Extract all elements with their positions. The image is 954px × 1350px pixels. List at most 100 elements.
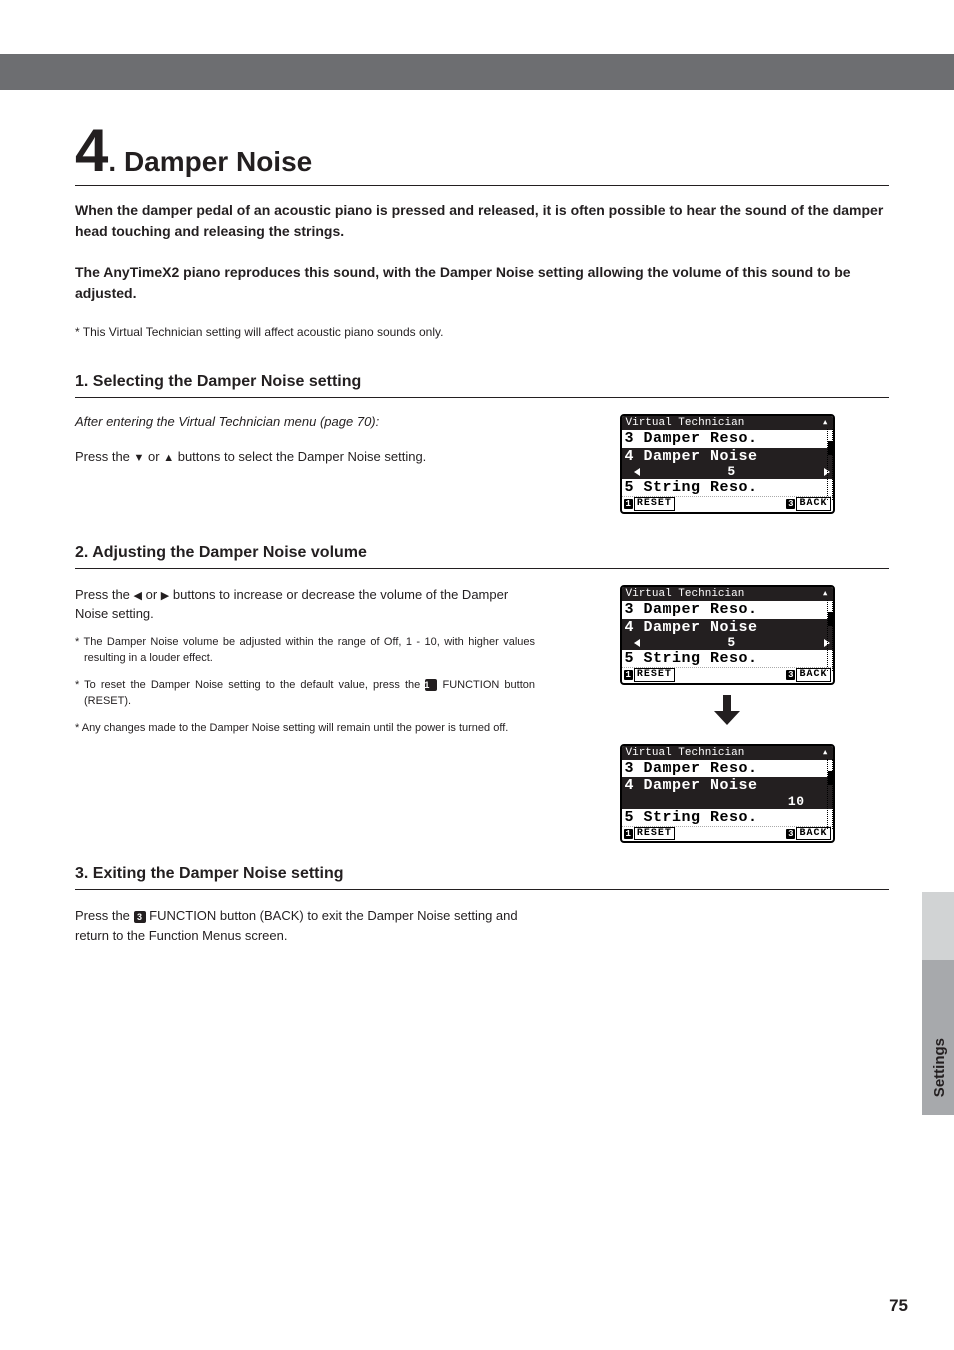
s2-note1: * The Damper Noise volume be adjusted wi…: [75, 634, 535, 667]
subsection-2-title: 2. Adjusting the Damper Noise volume: [75, 544, 889, 569]
up-arrow-icon: ▲: [163, 452, 174, 464]
lcd2-reset-num: 1: [624, 670, 633, 680]
lcd-2-header: Virtual Technician ▴: [622, 587, 833, 602]
lcd-3-val: 10: [622, 795, 833, 809]
lcd-screenshot-2: Virtual Technician ▴ 3 Damper Reso. 4 Dam…: [620, 585, 835, 685]
lcd-2-scroll-up: ▴: [822, 588, 829, 601]
lcd2-back-num: 3: [786, 670, 795, 680]
s2-l1-pre: Press the: [75, 587, 134, 602]
lcd-2-footer: 1RESET 3BACK: [622, 667, 833, 683]
s2-n2-pre: * To reset the Damper Noise setting to t…: [75, 679, 425, 691]
lcd-2-row4: 4 Damper Noise: [622, 619, 833, 636]
lcd-1-value: 5: [727, 465, 735, 479]
section-title: . Damper Noise: [108, 146, 312, 177]
lcd-2-row5: 5 String Reso.: [622, 650, 833, 667]
page-number: 75: [889, 1296, 908, 1316]
section-1-cols: After entering the Virtual Technician me…: [75, 414, 889, 514]
lcd3-back-txt: BACK: [796, 827, 830, 841]
lcd-2-back: 3BACK: [786, 668, 830, 682]
section-1-text: After entering the Virtual Technician me…: [75, 414, 535, 514]
subsection-1-title: 1. Selecting the Damper Noise setting: [75, 373, 889, 398]
lcd2-reset-txt: RESET: [634, 668, 675, 682]
lcd-3-scroll-up: ▴: [822, 747, 829, 760]
lcd-left-icon: [634, 468, 640, 476]
lcd-2: Virtual Technician ▴ 3 Damper Reso. 4 Dam…: [620, 585, 835, 685]
intro-para-2: The AnyTimeX2 piano reproduces this soun…: [75, 262, 889, 304]
lcd-2-reset: 1RESET: [624, 668, 675, 682]
lcd-2-scrollbar: [827, 600, 833, 671]
lcd-1-scrollbar: [827, 429, 833, 500]
section-1-lcd: Virtual Technician ▴ 3 Damper Reso. 4 Dam…: [565, 414, 889, 514]
lcd-2-val: 5: [622, 636, 833, 650]
lcd-3-scrollbar: [827, 759, 833, 830]
header-grey-bar: [0, 54, 954, 90]
section-2-lcd: Virtual Technician ▴ 3 Damper Reso. 4 Dam…: [565, 585, 889, 844]
s1-line2: Press the ▼ or ▲ buttons to select the D…: [75, 447, 535, 467]
s1-l2-post: buttons to select the Damper Noise setti…: [174, 449, 426, 464]
lcd-1-header: Virtual Technician ▴: [622, 416, 833, 431]
left-arrow-icon: ◀: [134, 590, 142, 602]
lcd-1: Virtual Technician ▴ 3 Damper Reso. 4 Dam…: [620, 414, 835, 514]
lcd-3: Virtual Technician ▴ 3 Damper Reso. 4 Dam…: [620, 744, 835, 844]
lcd-2-value: 5: [727, 636, 735, 650]
lcd-3-row5: 5 String Reso.: [622, 809, 833, 826]
down-arrow-icon: ▼: [134, 452, 145, 464]
lcd-3-title: Virtual Technician: [626, 747, 745, 760]
section-2-cols: Press the ◀ or ▶ buttons to increase or …: [75, 585, 889, 844]
lcd2-left-icon: [634, 639, 640, 647]
s3-line1: Press the 3 FUNCTION button (BACK) to ex…: [75, 906, 535, 945]
section-2-text: Press the ◀ or ▶ buttons to increase or …: [75, 585, 535, 844]
lcd3-back-num: 3: [786, 829, 795, 839]
lcd-reset-num: 1: [624, 499, 633, 509]
intro-footnote: * This Virtual Technician setting will a…: [75, 324, 889, 341]
lcd-1-val: 5: [622, 465, 833, 479]
lcd-3-footer: 1RESET 3BACK: [622, 826, 833, 842]
s3-l1-pre: Press the: [75, 908, 134, 923]
subsection-3-title: 3. Exiting the Damper Noise setting: [75, 865, 889, 890]
lcd-2-title: Virtual Technician: [626, 588, 745, 601]
function-1-icon: 1: [425, 679, 437, 691]
section-3-text: Press the 3 FUNCTION button (BACK) to ex…: [75, 906, 535, 955]
lcd-1-footer: 1RESET 3BACK: [622, 496, 833, 512]
page-content: 4. Damper Noise When the damper pedal of…: [0, 90, 954, 955]
intro-para-1: When the damper pedal of an acoustic pia…: [75, 200, 889, 242]
s2-line1: Press the ◀ or ▶ buttons to increase or …: [75, 585, 535, 624]
lcd-1-row4: 4 Damper Noise: [622, 448, 833, 465]
s2-note2: * To reset the Damper Noise setting to t…: [75, 677, 535, 710]
right-arrow-icon: ▶: [161, 590, 169, 602]
lcd-3-row4: 4 Damper Noise: [622, 777, 833, 794]
lcd3-reset-num: 1: [624, 829, 633, 839]
lcd-2-row3: 3 Damper Reso.: [622, 601, 833, 618]
lcd-3-reset: 1RESET: [624, 827, 675, 841]
lcd-3-value: 10: [788, 795, 805, 809]
lcd-screenshot-1: Virtual Technician ▴ 3 Damper Reso. 4 Dam…: [620, 414, 835, 514]
lcd-back-num: 3: [786, 499, 795, 509]
lcd-2-thumb: [828, 612, 834, 626]
lcd-3-row3: 3 Damper Reso.: [622, 760, 833, 777]
lcd-1-scroll-up: ▴: [822, 417, 829, 430]
header-band: [0, 0, 954, 90]
s2-l1-mid: or: [142, 587, 161, 602]
lcd2-back-txt: BACK: [796, 668, 830, 682]
s1-l2-mid: or: [144, 449, 163, 464]
side-tab-label: Settings: [931, 1038, 948, 1097]
lcd-1-row3: 3 Damper Reso.: [622, 430, 833, 447]
s2-note3: * Any changes made to the Damper Noise s…: [75, 720, 535, 737]
lcd-3-back: 3BACK: [786, 827, 830, 841]
lcd-3-thumb: [828, 771, 834, 785]
function-3-icon: 3: [134, 911, 146, 923]
lcd-1-back: 3BACK: [786, 497, 830, 511]
lcd3-reset-txt: RESET: [634, 827, 675, 841]
lcd-reset-txt: RESET: [634, 497, 675, 511]
s1-line1: After entering the Virtual Technician me…: [75, 414, 535, 429]
lcd-back-txt: BACK: [796, 497, 830, 511]
section-title-text: Damper Noise: [124, 146, 312, 177]
lcd-1-title: Virtual Technician: [626, 417, 745, 430]
lcd-screenshot-3: Virtual Technician ▴ 3 Damper Reso. 4 Dam…: [620, 744, 835, 844]
page-title: 4. Damper Noise: [75, 116, 889, 186]
lcd-1-row5: 5 String Reso.: [622, 479, 833, 496]
section-number: 4: [75, 117, 108, 184]
s1-l2-pre: Press the: [75, 449, 134, 464]
lcd-3-header: Virtual Technician ▴: [622, 746, 833, 761]
down-arrow-large-icon: [714, 695, 740, 734]
